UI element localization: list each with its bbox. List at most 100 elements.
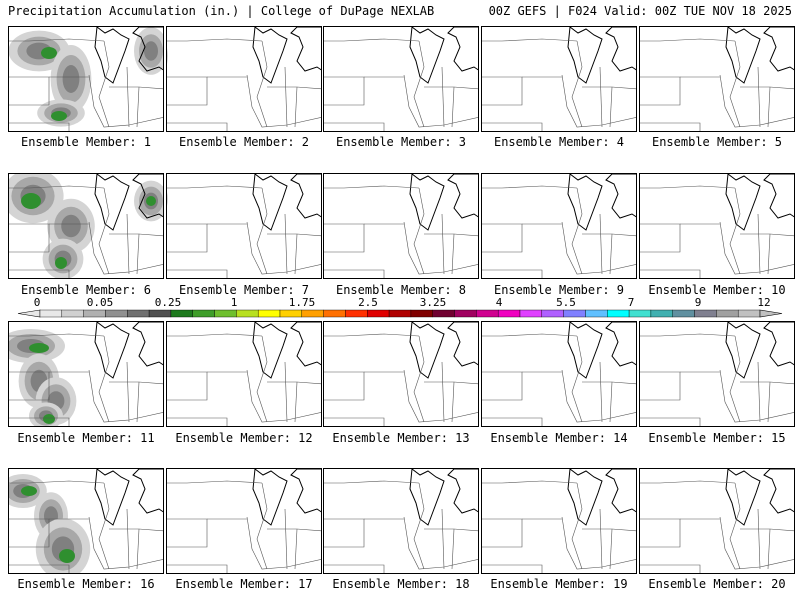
precip-map — [9, 174, 163, 278]
colorbar-tick-label: 1 — [231, 296, 238, 309]
ensemble-member-label: Ensemble Member: 14 — [490, 431, 628, 445]
precip-map — [324, 27, 478, 131]
ensemble-member-label: Ensemble Member: 16 — [17, 577, 155, 591]
ensemble-member-panel — [323, 468, 479, 574]
colorbar-swatch — [607, 309, 630, 318]
ensemble-member-label: Ensemble Member: 17 — [175, 577, 313, 591]
ensemble-member-label: Ensemble Member: 20 — [648, 577, 786, 591]
ensemble-member-label: Ensemble Member: 7 — [178, 283, 310, 297]
ensemble-member-panel — [323, 26, 479, 132]
ensemble-member-panel — [639, 173, 795, 279]
ensemble-member-label: Ensemble Member: 15 — [648, 431, 786, 445]
precip-map — [324, 174, 478, 278]
colorbar-swatch — [650, 309, 673, 318]
colorbar-tick-label: 4 — [496, 296, 503, 309]
colorbar-swatch — [61, 309, 84, 318]
colorbar-swatch — [236, 309, 259, 318]
colorbar-tick-label: 0.05 — [87, 296, 114, 309]
precip-map — [324, 469, 478, 573]
ensemble-member-panel — [8, 26, 164, 132]
ensemble-member-label: Ensemble Member: 4 — [493, 135, 625, 149]
ensemble-member-label: Ensemble Member: 18 — [332, 577, 470, 591]
ensemble-member-panel — [481, 468, 637, 574]
precip-map — [9, 322, 163, 426]
ensemble-member-label: Ensemble Member: 3 — [335, 135, 467, 149]
precip-map — [9, 469, 163, 573]
colorbar-swatch — [170, 309, 193, 318]
colorbar-swatch — [476, 309, 499, 318]
precip-map — [167, 469, 321, 573]
colorbar-tick-label: 9 — [695, 296, 702, 309]
precip-map — [640, 322, 794, 426]
colorbar-swatch — [105, 309, 128, 318]
precip-map — [482, 469, 636, 573]
precip-map — [640, 174, 794, 278]
ensemble-member-panel — [481, 321, 637, 427]
colorbar-swatch — [127, 309, 150, 318]
colorbar-tick-label: 5.5 — [556, 296, 576, 309]
colorbar: 0 0.05 0.25 1 1.75 2.5 3.25 4 5.5 7 9 12 — [17, 296, 783, 318]
colorbar-swatch — [214, 309, 237, 318]
precip-map — [482, 322, 636, 426]
ensemble-member-panel — [323, 173, 479, 279]
run-info: 00Z GEFS | F024 Valid: 00Z TUE NOV 18 20… — [488, 4, 792, 18]
precip-map — [482, 174, 636, 278]
precip-map — [167, 322, 321, 426]
ensemble-member-panel — [639, 468, 795, 574]
colorbar-swatch — [628, 309, 652, 318]
precip-map — [640, 469, 794, 573]
precip-map — [482, 27, 636, 131]
colorbar-tick-label: 7 — [628, 296, 635, 309]
colorbar-swatch — [192, 309, 215, 318]
precip-map — [167, 174, 321, 278]
ensemble-member-panel — [323, 321, 479, 427]
ensemble-member-label: Ensemble Member: 6 — [20, 283, 152, 297]
ensemble-member-label: Ensemble Member: 1 — [20, 135, 152, 149]
ensemble-member-panel — [639, 321, 795, 427]
colorbar-swatch — [367, 309, 390, 318]
colorbar-swatch — [323, 309, 346, 318]
precip-map — [640, 27, 794, 131]
colorbar-tick-label: 1.75 — [289, 296, 316, 309]
ensemble-member-label: Ensemble Member: 13 — [332, 431, 470, 445]
page-title: Precipitation Accumulation (in.) | Colle… — [8, 4, 435, 18]
precip-map — [324, 322, 478, 426]
colorbar-tick-label: 0 — [34, 296, 41, 309]
colorbar-swatch — [279, 309, 303, 318]
colorbar-tick-label: 3.25 — [420, 296, 447, 309]
colorbar-swatch — [694, 309, 717, 318]
ensemble-member-label: Ensemble Member: 19 — [490, 577, 628, 591]
ensemble-member-panel — [166, 26, 322, 132]
ensemble-member-label: Ensemble Member: 5 — [651, 135, 783, 149]
colorbar-min-arrow — [17, 309, 41, 318]
ensemble-member-panel — [166, 173, 322, 279]
colorbar-swatch — [83, 309, 106, 318]
colorbar-swatch — [497, 309, 521, 318]
ensemble-member-label: Ensemble Member: 2 — [178, 135, 310, 149]
colorbar-swatch — [585, 309, 608, 318]
colorbar-max-arrow — [759, 309, 783, 318]
ensemble-member-panel — [8, 468, 164, 574]
ensemble-member-label: Ensemble Member: 8 — [335, 283, 467, 297]
colorbar-swatch — [672, 309, 695, 318]
ensemble-member-label: Ensemble Member: 11 — [17, 431, 155, 445]
ensemble-member-label: Ensemble Member: 12 — [175, 431, 313, 445]
ensemble-member-panel — [481, 26, 637, 132]
colorbar-swatch — [148, 309, 172, 318]
colorbar-swatch — [432, 309, 455, 318]
ensemble-member-label: Ensemble Member: 9 — [493, 283, 625, 297]
ensemble-member-panel — [8, 321, 164, 427]
ensemble-member-label: Ensemble Member: 10 — [648, 283, 786, 297]
ensemble-member-panel — [8, 173, 164, 279]
colorbar-swatch — [716, 309, 739, 318]
colorbar-swatch — [388, 309, 412, 318]
ensemble-member-panel — [639, 26, 795, 132]
colorbar-swatch — [39, 309, 63, 318]
colorbar-swatch — [454, 309, 477, 318]
precip-map — [167, 27, 321, 131]
colorbar-swatch — [345, 309, 368, 318]
colorbar-swatch — [257, 309, 281, 318]
ensemble-member-panel — [166, 468, 322, 574]
colorbar-swatch — [519, 309, 543, 318]
colorbar-swatch — [563, 309, 586, 318]
